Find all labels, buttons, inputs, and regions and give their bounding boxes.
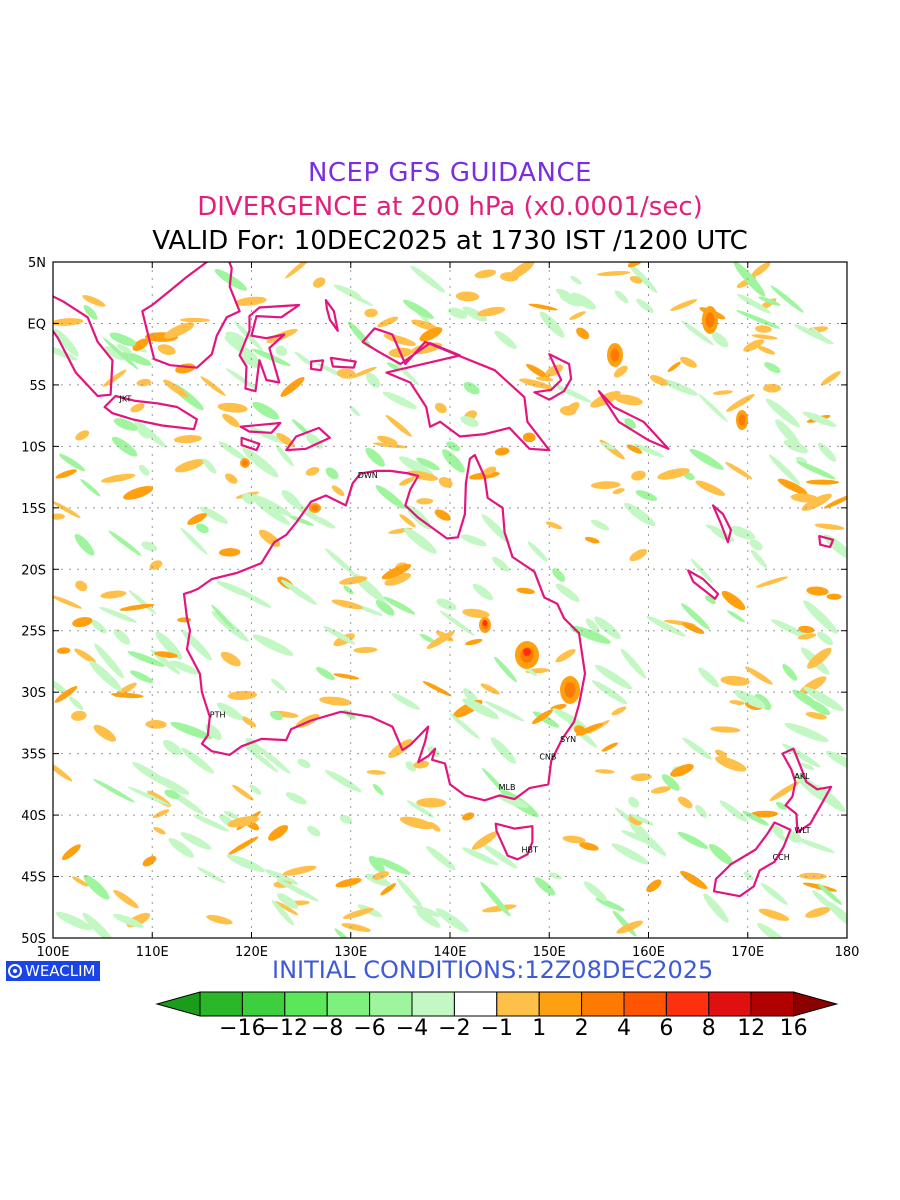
colorbar-label: 4	[617, 1016, 631, 1041]
colorbar-box	[581, 991, 625, 1017]
coast-vanuatu	[711, 504, 732, 544]
lon-tick-label: 120E	[235, 945, 268, 960]
colorbar-box	[750, 991, 795, 1017]
colorbar-box	[453, 991, 498, 1017]
lat-tick-label: 25S	[21, 625, 46, 640]
colorbar-box	[369, 991, 413, 1017]
lon-tick-label: 150E	[533, 945, 566, 960]
colorbar-label: 16	[779, 1016, 808, 1041]
lon-tick-label: 110E	[136, 945, 169, 960]
colorbar-label: −8	[310, 1016, 344, 1041]
coast-flores	[239, 421, 282, 434]
colorbar-label: 8	[701, 1016, 716, 1041]
city-label-cch: CCH	[773, 853, 790, 862]
title-model: NCEP GFS GUIDANCE	[307, 158, 593, 188]
title-valid-time: VALID For: 10DEC2025 at 1730 IST /1200 U…	[152, 226, 748, 256]
city-label-akl: AKL	[794, 772, 810, 781]
colorbar-box	[326, 991, 371, 1017]
colorbar-label: −1	[480, 1016, 514, 1041]
coast-sumatra	[53, 295, 114, 398]
coast-java	[103, 394, 198, 431]
coast-new-caledonia	[687, 569, 720, 600]
colorbar-labels: −16 −12 −8 −6 −4 −2 −1 1 2 4 6 8 12 16	[0, 1016, 900, 1042]
city-label-dwn: DWN	[358, 471, 378, 480]
weaclim-label: WEACLIM	[25, 962, 96, 980]
colorbar	[155, 991, 839, 1017]
lat-tick-label: 30S	[21, 686, 46, 701]
city-label-cnb: CNB	[539, 752, 556, 761]
colorbar-label: −6	[353, 1016, 386, 1041]
coast-buru	[310, 359, 325, 372]
coast-borneo	[141, 262, 241, 369]
colorbar-label: −4	[395, 1016, 429, 1041]
title-variable: DIVERGENCE at 200 hPa (x0.0001/sec)	[197, 192, 703, 222]
lat-tick-label: 45S	[21, 871, 46, 886]
colorbar-box	[241, 991, 286, 1017]
colorbar-box	[623, 991, 667, 1017]
lon-tick-label: 160E	[632, 945, 665, 960]
lon-tick-label: 170E	[731, 945, 764, 960]
lat-tick-label: 50S	[21, 932, 46, 947]
colorbar-label: 1	[532, 1016, 547, 1041]
coast-tasmania	[494, 822, 534, 861]
city-label-pth: PTH	[210, 711, 226, 720]
coast-solomons	[597, 390, 670, 450]
coast-seram	[329, 356, 357, 369]
colorbar-box	[199, 991, 243, 1017]
lat-tick-label: 35S	[21, 748, 46, 763]
coast-timor	[285, 426, 331, 452]
initial-conditions: INITIAL CONDITIONS:12Z08DEC2025	[272, 956, 714, 984]
colorbar-arrow-low	[155, 991, 201, 1017]
lat-tick-label: 20S	[21, 563, 46, 578]
coast-sulawesi	[238, 303, 301, 393]
lat-tick-label: 10S	[21, 440, 46, 455]
city-label-wlt: WLT	[794, 826, 810, 835]
coast-new-britain	[533, 353, 573, 401]
colorbar-box	[496, 991, 540, 1017]
weaclim-logo-icon	[8, 964, 22, 978]
city-label-syn: SYN	[560, 735, 576, 744]
colorbar-label: 12	[737, 1016, 766, 1041]
lat-tick-label: 15S	[21, 502, 46, 517]
coast-nz-south	[712, 821, 792, 898]
colorbar-box	[708, 991, 752, 1017]
colorbar-box	[665, 991, 710, 1017]
lon-tick-label: 140E	[433, 945, 466, 960]
colorbar-label: −16	[219, 1016, 266, 1041]
coast-australia	[182, 453, 587, 802]
colorbar-label: −2	[438, 1016, 471, 1041]
coast-sumba	[240, 436, 261, 452]
coast-new-guinea	[361, 327, 551, 452]
lat-tick-label: 40S	[21, 809, 46, 824]
lat-tick-label: 5S	[29, 379, 46, 394]
city-label-mlb: MLB	[499, 783, 516, 792]
colorbar-arrow-high	[793, 991, 839, 1017]
coast-nz-north	[781, 747, 833, 834]
colorbar-box	[411, 991, 455, 1017]
lon-tick-label: 100E	[36, 945, 69, 960]
coast-fiji	[818, 535, 835, 549]
city-label-hbt: HBT	[521, 846, 538, 855]
city-label-jkt: JKT	[118, 395, 131, 404]
coastlines	[53, 262, 835, 898]
colorbar-box	[538, 991, 583, 1017]
lon-tick-label: 130E	[334, 945, 367, 960]
lon-tick-label: 180	[835, 945, 860, 960]
city-markers: JKT DWN PTH SYN CNB MLB HBT AKL WLT CCH	[118, 395, 810, 862]
colorbar-label: 6	[659, 1016, 674, 1041]
colorbar-label: −12	[261, 1016, 309, 1041]
lat-tick-label: EQ	[28, 317, 46, 332]
colorbar-label: 2	[574, 1016, 589, 1041]
weaclim-logo: WEACLIM	[6, 961, 100, 981]
colorbar-box	[284, 991, 328, 1017]
coast-halmahera	[324, 299, 339, 332]
lat-tick-label: 5N	[28, 256, 46, 271]
